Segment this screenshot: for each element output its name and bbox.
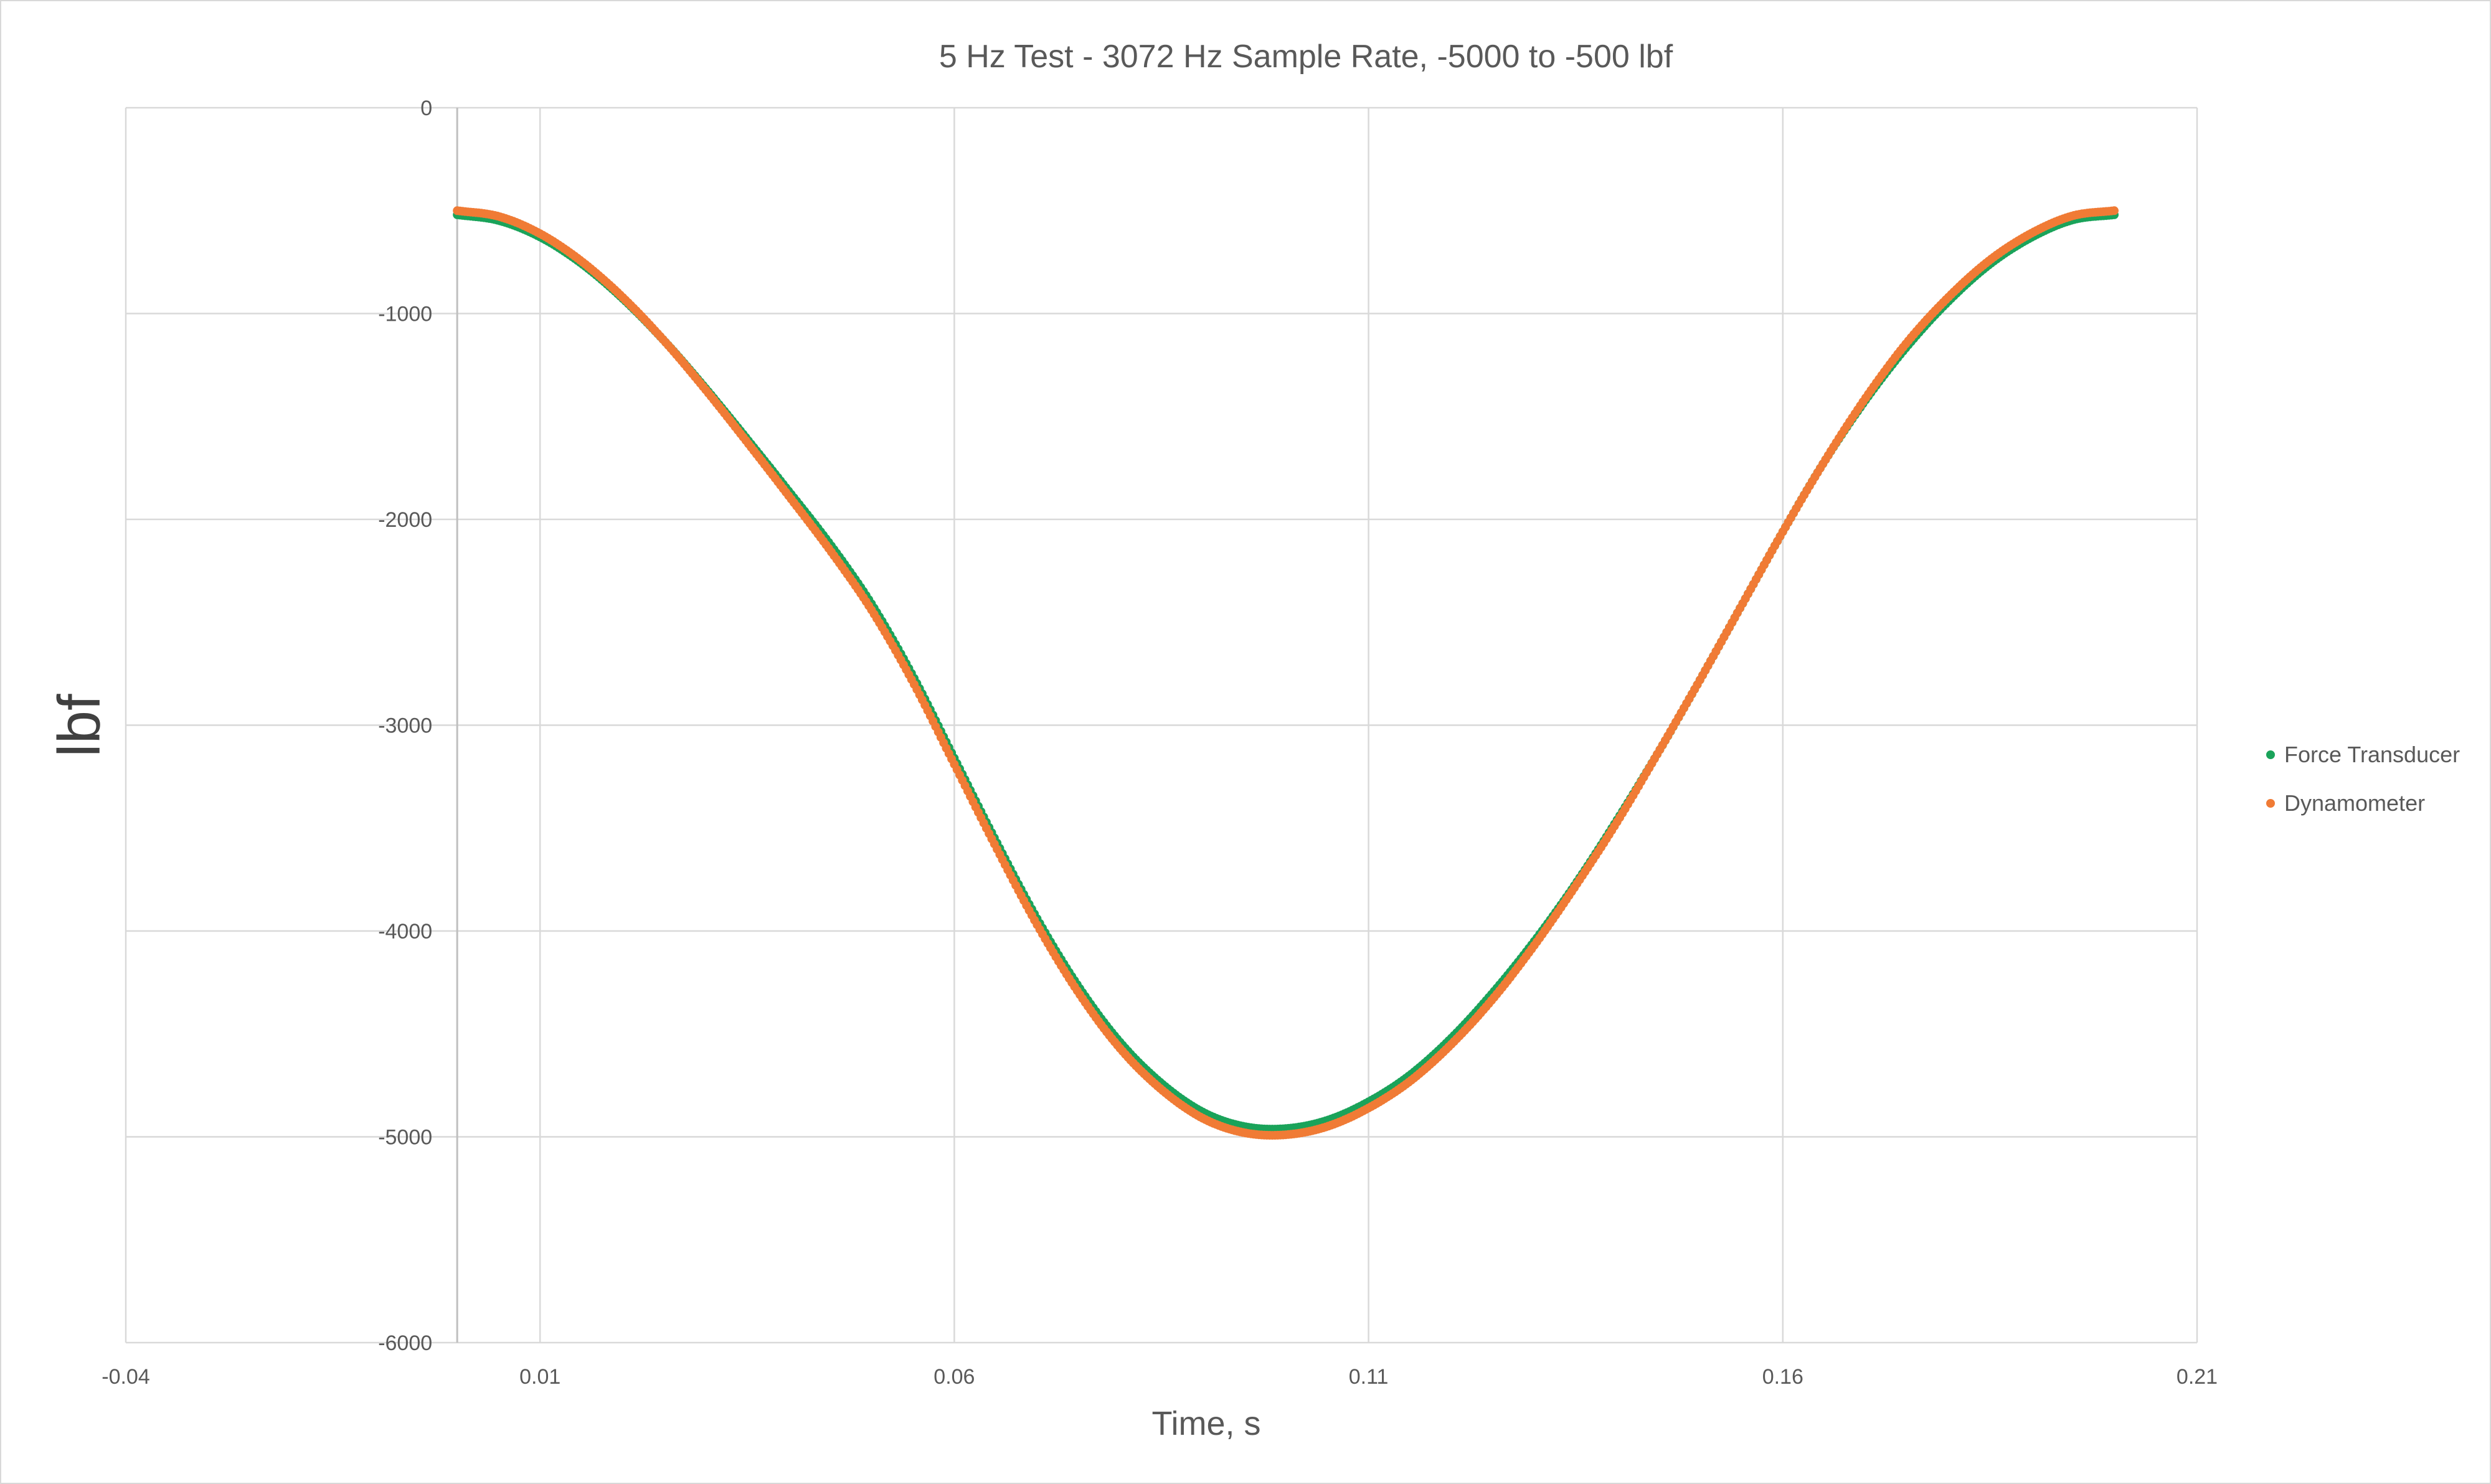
- y-tick-label: -6000: [378, 1331, 432, 1355]
- legend-label-dynamometer: Dynamometer: [2284, 790, 2425, 816]
- x-tick-label: 0.11: [1349, 1365, 1389, 1389]
- series-dynamometer: [453, 206, 2119, 1140]
- legend-marker-force-transducer: [2266, 750, 2275, 759]
- y-tick-label: 0: [420, 97, 432, 120]
- data-point: [2110, 206, 2119, 215]
- legend-label-force-transducer: Force Transducer: [2284, 742, 2460, 767]
- legend-marker-dynamometer: [2266, 799, 2275, 808]
- x-tick-label: 0.16: [1762, 1365, 1803, 1389]
- x-tick-label: 0.01: [519, 1365, 560, 1389]
- x-tick-label: 0.06: [934, 1365, 975, 1389]
- y-tick-label: -2000: [378, 508, 432, 532]
- tick-labels: -0.04 0.01 0.06 0.11 0.16 0.21 0 -1000 -2000 -300…: [102, 97, 2218, 1389]
- gridlines: [126, 108, 2197, 1343]
- y-axis-label: lbf: [46, 694, 113, 757]
- y-tick-label: -1000: [378, 303, 432, 326]
- plot-series: [453, 206, 2119, 1140]
- x-tick-label: 0.21: [2177, 1365, 2218, 1389]
- legend: Force Transducer Dynamometer: [2266, 742, 2460, 816]
- x-axis-label: Time, s: [1152, 1405, 1261, 1442]
- y-tick-label: -3000: [378, 714, 432, 738]
- series-force-transducer: [453, 210, 2119, 1133]
- y-tick-label: -5000: [378, 1126, 432, 1150]
- x-tick-label: -0.04: [102, 1365, 150, 1389]
- y-tick-label: -4000: [378, 920, 432, 943]
- chart-title: 5 Hz Test - 3072 Hz Sample Rate, -5000 t…: [939, 39, 1673, 75]
